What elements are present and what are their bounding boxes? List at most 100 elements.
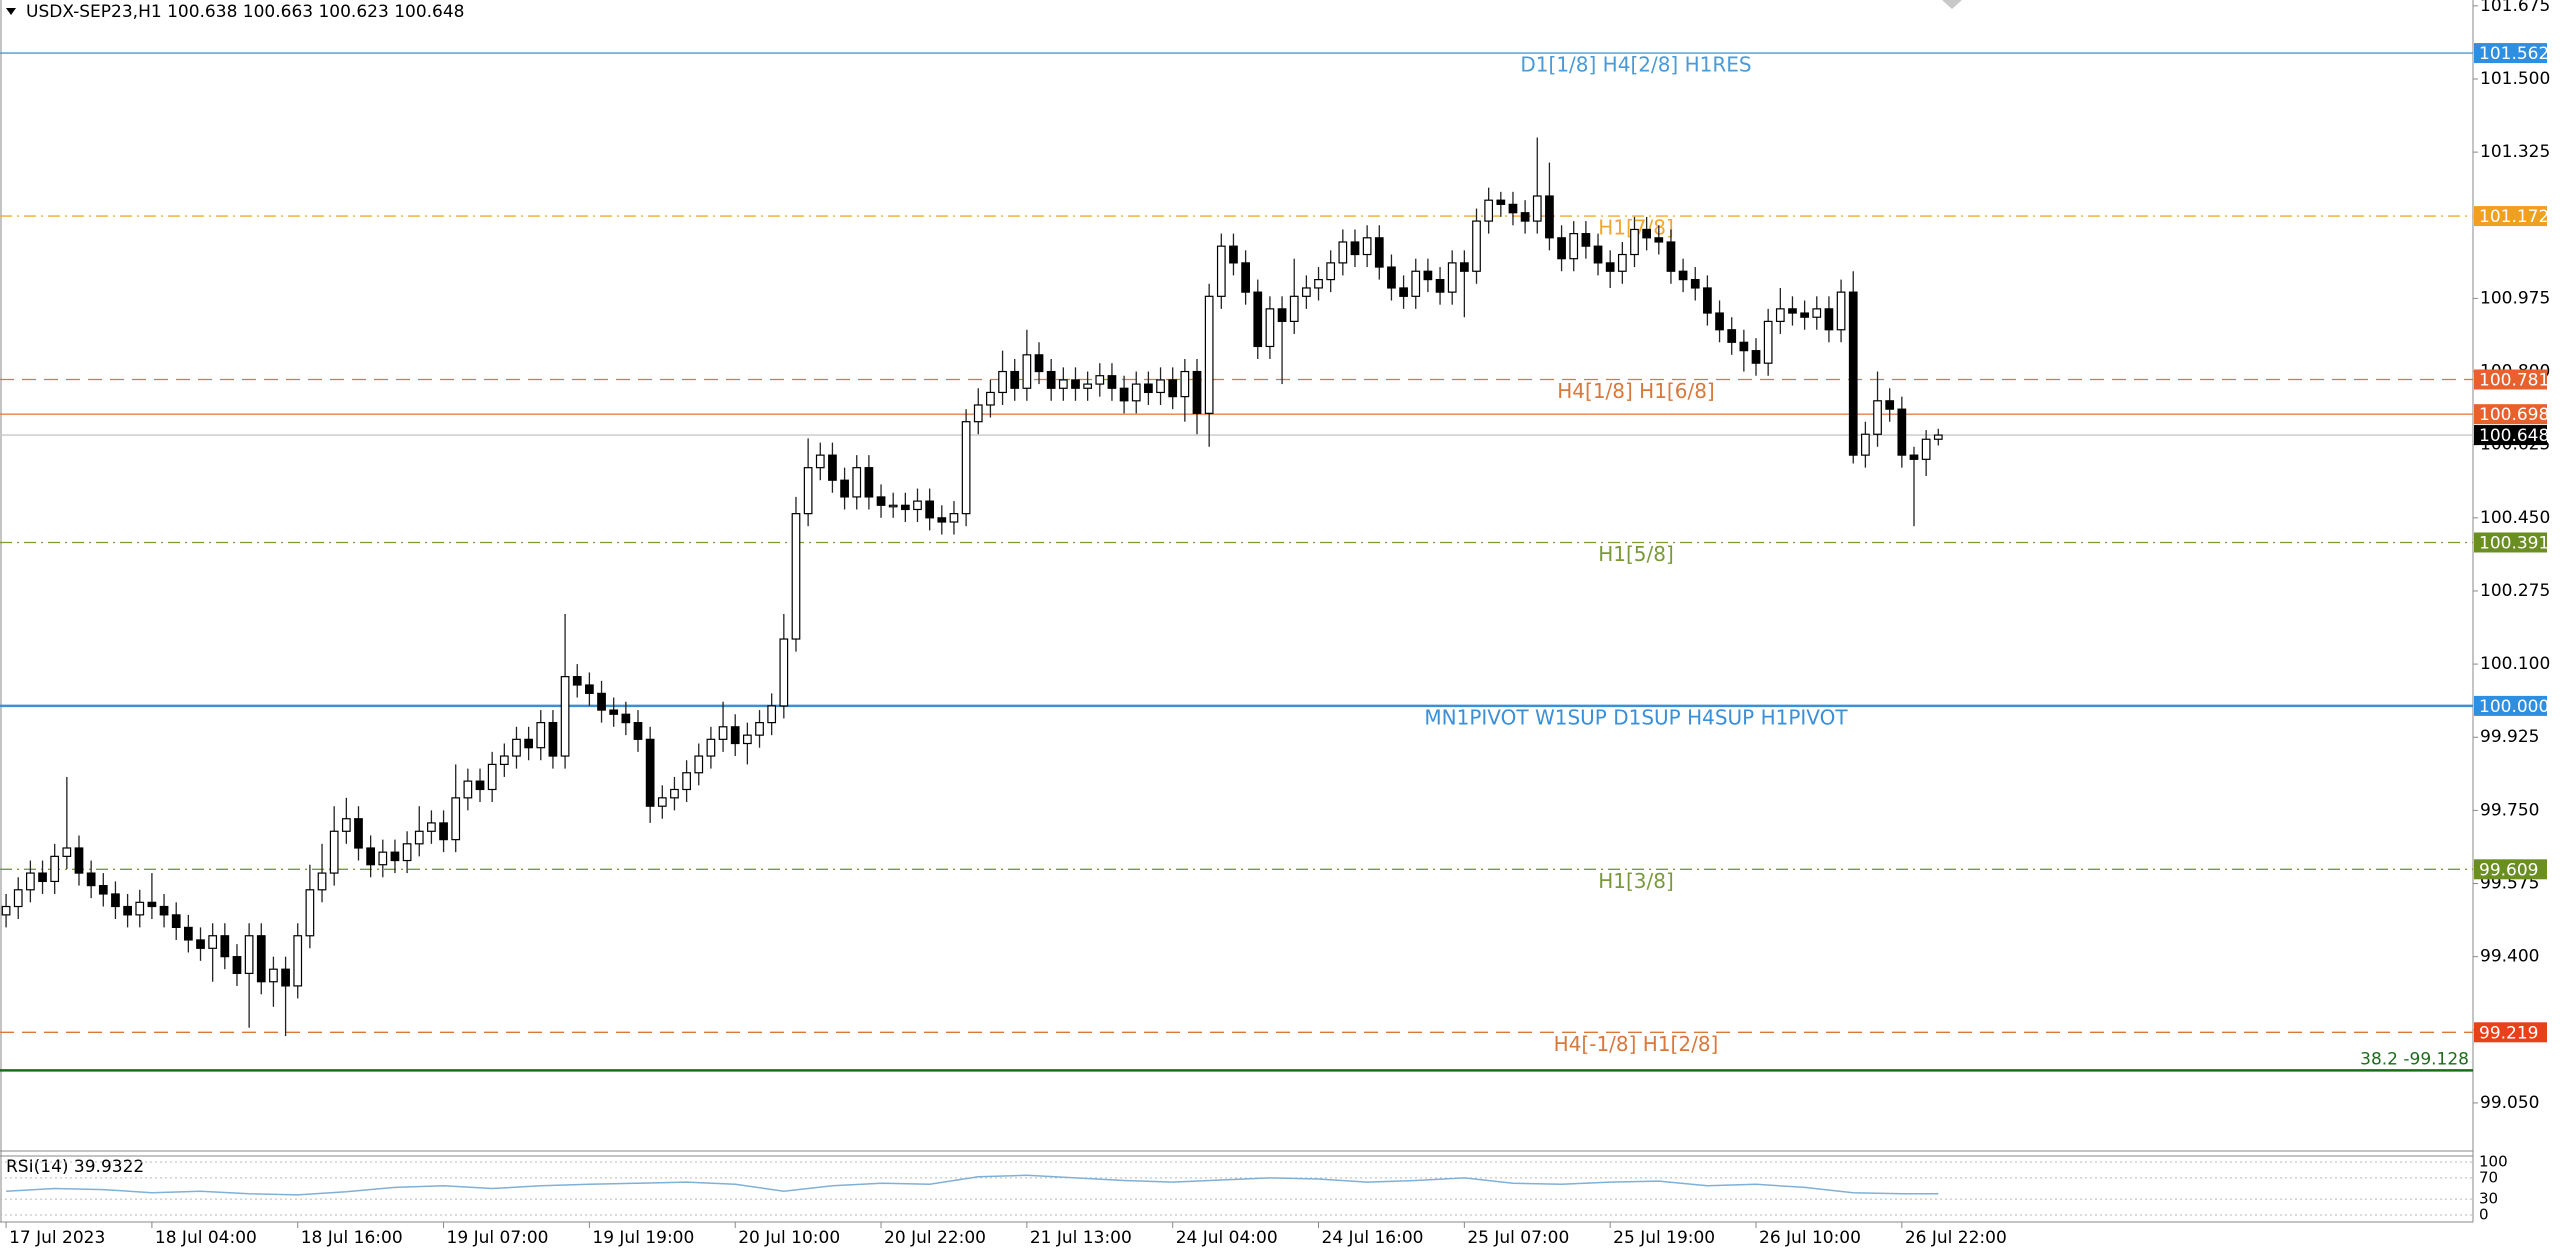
candle-body [1557, 237, 1566, 260]
candle-body [354, 818, 363, 849]
candle-body [1058, 379, 1068, 389]
candle-body [135, 901, 145, 916]
candle-body [1022, 354, 1032, 389]
candle-body [597, 692, 606, 711]
price-box [2474, 206, 2547, 227]
candle-body [1630, 228, 1639, 256]
candle-body [1605, 262, 1615, 272]
candle-body [1095, 375, 1105, 385]
candle-body [815, 454, 825, 469]
candle-body [633, 722, 643, 740]
price-box-label: 100.648 [2479, 426, 2549, 446]
candle-body [1387, 266, 1396, 289]
candle-body [621, 713, 631, 724]
candle-body [86, 872, 96, 887]
x-tick-label: 21 Jul 13:00 [1030, 1228, 1132, 1248]
candle-body [1909, 454, 1919, 460]
candle-body [743, 734, 752, 745]
candle-body [463, 780, 473, 799]
x-tick-label: 20 Jul 10:00 [738, 1228, 840, 1248]
candle-body [1569, 233, 1579, 260]
candle-body [196, 939, 205, 949]
candle-body [1520, 212, 1530, 222]
candle-body [366, 847, 376, 866]
candle-body [1362, 237, 1372, 256]
candle-body [208, 935, 218, 949]
candle-body [803, 467, 813, 515]
candle-body [1715, 312, 1724, 331]
candle-body [281, 968, 290, 987]
price-box [2474, 369, 2547, 390]
candle-body [1836, 291, 1846, 331]
candle-body [1933, 434, 1943, 440]
x-tick-label: 26 Jul 10:00 [1759, 1228, 1861, 1248]
price-box [2474, 859, 2547, 880]
candle-body [1727, 329, 1737, 343]
price-box [2474, 695, 2547, 716]
price-box-label: 99.609 [2479, 860, 2538, 880]
candle-body [1131, 383, 1141, 402]
level-label: H4[1/8] H1[6/8] [1557, 379, 1714, 403]
candle-body [147, 901, 157, 908]
candle-body [657, 797, 667, 807]
candle-body [730, 726, 740, 745]
candle-body [183, 926, 193, 941]
candle-body [682, 772, 691, 791]
candle-body [1508, 203, 1518, 214]
menu-triangle[interactable] [6, 8, 16, 15]
candle-body [876, 496, 886, 506]
rsi-tick-label: 70 [2479, 1168, 2498, 1186]
x-tick-label: 25 Jul 07:00 [1467, 1228, 1569, 1248]
candle-body [451, 797, 461, 841]
x-tick-label: 17 Jul 2023 [9, 1228, 105, 1248]
candle-body [791, 513, 801, 640]
candle-body [1617, 253, 1627, 272]
price-box [2474, 404, 2547, 425]
candle-body [1472, 220, 1481, 272]
candle-body [341, 818, 351, 832]
candle-body [1496, 199, 1506, 205]
candle-body [900, 504, 910, 511]
candle-body [98, 885, 108, 895]
candle-body [1690, 279, 1700, 289]
candle-body [1374, 237, 1384, 268]
candle-body [706, 738, 716, 757]
y-tick-label: 100.975 [2480, 288, 2550, 308]
candle-body [828, 454, 837, 481]
fib-label: 38.2 -99.128 [2360, 1049, 2469, 1069]
level-label: H1[3/8] [1598, 869, 1674, 893]
candle-body [1192, 370, 1202, 414]
candle-body [1678, 270, 1688, 281]
candle-body [1812, 308, 1822, 318]
candle-body [560, 676, 570, 757]
candle-body [1800, 312, 1809, 318]
price-box-label: 100.781 [2479, 370, 2549, 390]
candle-body [1532, 195, 1542, 222]
candle-body [1046, 370, 1056, 389]
candle-body [925, 500, 935, 519]
price-box-label: 100.698 [2479, 405, 2549, 425]
price-box [2474, 1022, 2547, 1043]
candle-body [1144, 383, 1153, 394]
level-label: H4[-1/8] H1[2/8] [1554, 1032, 1719, 1056]
x-tick-label: 24 Jul 04:00 [1176, 1228, 1278, 1248]
candle-body [913, 500, 922, 511]
candle-body [1156, 379, 1165, 394]
candle-body [1739, 341, 1749, 352]
candle-body [670, 788, 679, 799]
level-label: H1[5/8] [1598, 542, 1674, 566]
candle-body [1034, 354, 1044, 373]
candle-body [1180, 370, 1190, 398]
candle-body [585, 684, 594, 694]
candle-body [645, 738, 655, 807]
candle-body [755, 722, 764, 736]
candle-body [1484, 199, 1494, 222]
candle-body [427, 822, 436, 832]
candle-body [572, 676, 582, 686]
candle-body [74, 847, 84, 874]
level-label: MN1PIVOT W1SUP D1SUP H4SUP H1PIVOT [1424, 705, 1848, 729]
candle-body [1861, 433, 1870, 456]
candle-body [1642, 228, 1652, 239]
